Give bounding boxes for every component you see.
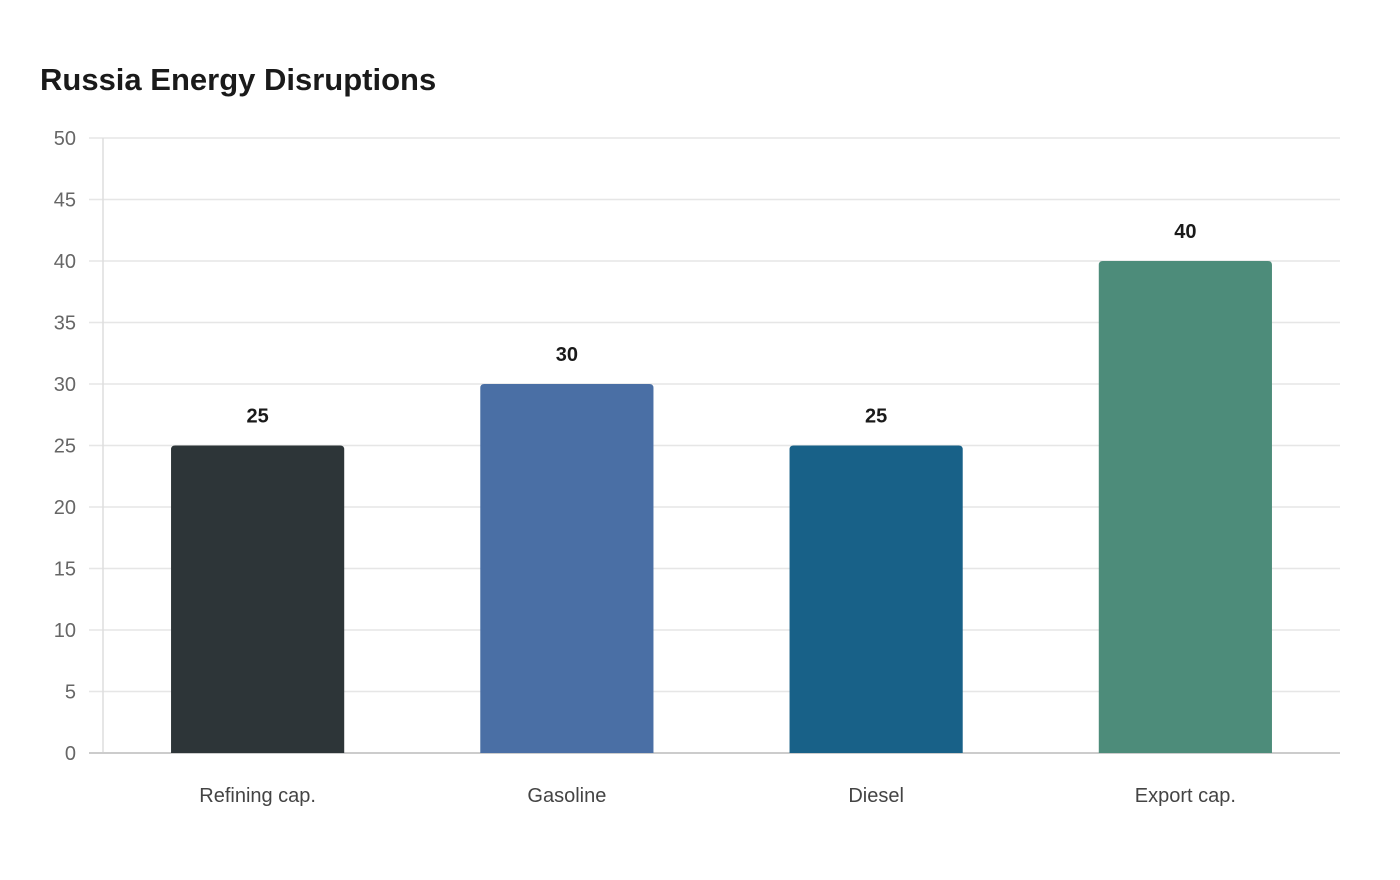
- data-label: 25: [247, 406, 269, 428]
- y-tick-label: 0: [65, 743, 76, 765]
- bar: [789, 445, 963, 753]
- x-tick-label: Gasoline: [527, 785, 606, 807]
- y-tick-label: 50: [54, 128, 76, 150]
- y-tick-label: 25: [54, 436, 76, 458]
- y-tick-labels: 0 5 10 15 20 25 30 35 40 45 50: [54, 128, 76, 765]
- x-tick-label: Export cap.: [1135, 785, 1236, 807]
- y-tick-label: 5: [65, 682, 76, 704]
- y-tick-label: 10: [54, 620, 76, 642]
- data-labels: 25 30 25 40: [247, 221, 1197, 428]
- bar: [171, 445, 345, 753]
- y-tick-label: 20: [54, 497, 76, 519]
- x-tick-label: Diesel: [848, 785, 904, 807]
- bar: [1098, 261, 1272, 753]
- bars: [171, 261, 1272, 753]
- y-tick-label: 40: [54, 251, 76, 273]
- data-label: 30: [556, 344, 578, 366]
- chart-title: Russia Energy Disruptions: [40, 62, 437, 97]
- y-tick-label: 45: [54, 190, 76, 212]
- y-tick-label: 30: [54, 374, 76, 396]
- data-label: 40: [1174, 221, 1196, 243]
- bar: [480, 384, 654, 753]
- y-tick-label: 15: [54, 559, 76, 581]
- y-tick-label: 35: [54, 313, 76, 335]
- x-tick-label: Refining cap.: [199, 785, 316, 807]
- data-label: 25: [865, 406, 887, 428]
- x-tick-labels: Refining cap. Gasoline Diesel Export cap.: [199, 785, 1236, 807]
